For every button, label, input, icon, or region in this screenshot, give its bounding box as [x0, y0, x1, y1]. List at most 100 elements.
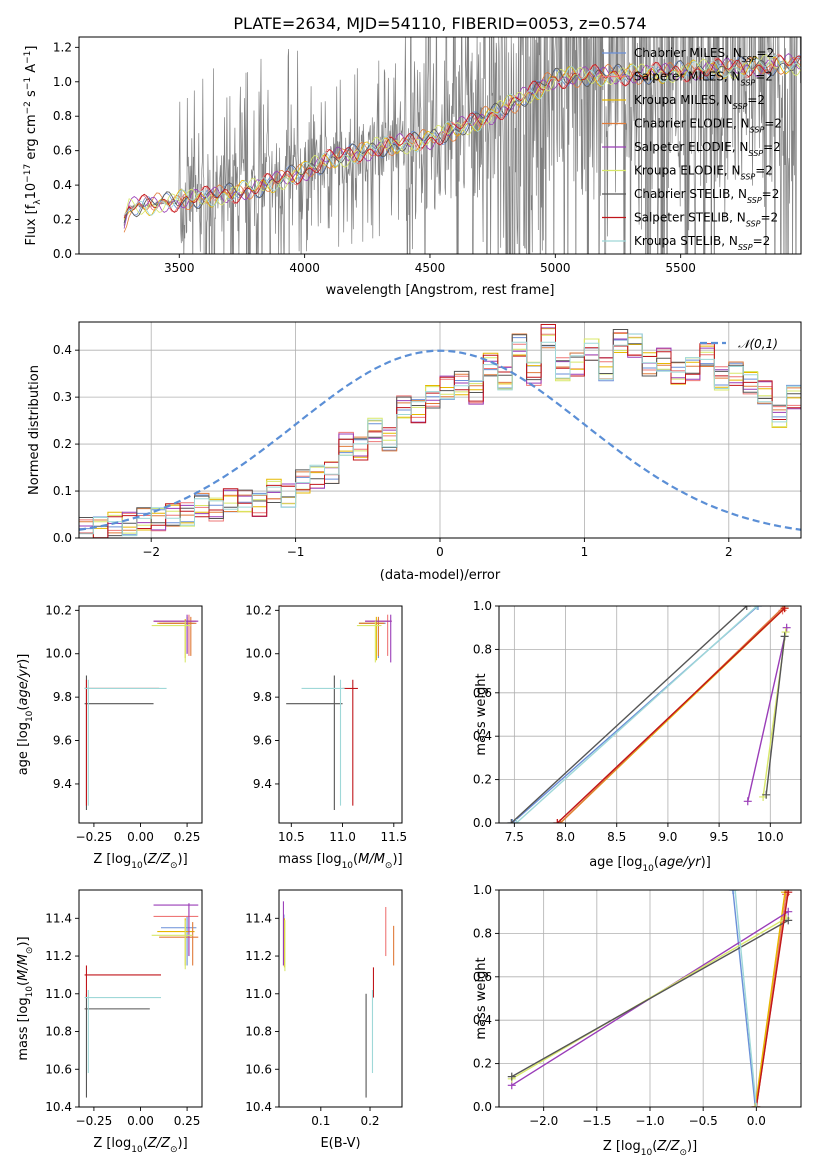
y-tick-label: 1.0 [53, 75, 72, 89]
y-tick-label: 0.2 [53, 213, 72, 227]
massweight-group [507, 606, 791, 823]
legend-name: Kroupa STELIB, N [634, 234, 738, 248]
axes-layer [75, 36, 802, 1111]
mass-vs-EBV-xlabel: E(B-V) [320, 1136, 360, 1151]
label-part: )] [16, 654, 31, 664]
axes-frame [78, 36, 802, 255]
y-tick-label: 0.6 [53, 144, 72, 158]
legend-entry: Kroupa MILES, NSSP=2 [634, 93, 765, 111]
x-tick-label: 7.5 [505, 830, 524, 844]
legend-tail: =2 [755, 164, 773, 178]
legend-tail: =2 [755, 70, 773, 84]
y-tick-label: 0.0 [473, 1100, 492, 1114]
x-tick-label: 8.0 [556, 830, 575, 844]
x-tick-label: −2.0 [529, 1114, 558, 1128]
y-tick-label: 10.8 [245, 1025, 272, 1039]
label-part: Z/Z [147, 852, 171, 867]
x-tick-label: −1.5 [582, 1114, 611, 1128]
label-part: s [24, 90, 39, 101]
mass-weight-marker [781, 628, 790, 637]
label-part: 10 [131, 861, 143, 871]
label-part: −2 [23, 101, 33, 114]
mass-weight-marker [742, 606, 751, 610]
massweight-group [507, 890, 793, 1107]
spectrum-ylabel: Flux [fλ10−17 erg cm−2 s−1 A−1] [23, 46, 43, 246]
normal-pdf-line [79, 349, 801, 531]
label-part: age [log [589, 855, 642, 870]
legend-tail: =2 [764, 117, 782, 131]
legend-sub: SSP [750, 125, 765, 134]
residual-ylabel: Normed distribution [27, 365, 42, 495]
residual-xlabel: (data-model)/error [380, 568, 501, 583]
legend-name: Chabrier MILES, N [634, 46, 742, 60]
y-tick-label: 9.8 [253, 690, 272, 704]
legend-name: Chabrier ELODIE, N [634, 117, 750, 131]
y-tick-label: 0.2 [473, 773, 492, 787]
figure-title: PLATE=2634, MJD=54110, FIBERID=0053, z=0… [233, 14, 646, 33]
residual-histogram [79, 334, 801, 538]
y-tick-label: 0.6 [473, 686, 492, 700]
x-tick-label: −0.25 [76, 830, 113, 844]
mass-weight-marker [743, 797, 752, 806]
legend-name: Salpeter STELIB, N [634, 211, 746, 225]
x-tick-label: −0.25 [76, 1114, 113, 1128]
y-tick-label: 10.0 [45, 647, 72, 661]
x-tick-label: −0.5 [689, 1114, 718, 1128]
label-part: ( [652, 1139, 657, 1154]
model-fit-line [123, 54, 801, 216]
legend-sub: SSP [742, 55, 757, 64]
label-part: Flux [f [24, 204, 39, 245]
mass-weight-line [510, 606, 748, 823]
mass-weight-line [515, 606, 758, 823]
residual-histogram [79, 328, 801, 538]
model-fit-line [123, 56, 801, 233]
label-part: )] [178, 852, 188, 867]
text-layer: 3500 4000 4500 5000 5500 0.0 0.2 0.4 0.6 0.8 1.0 1.… [16, 40, 784, 1158]
legend-entry: Chabrier STELIB, NSSP=2 [634, 187, 779, 205]
mass-weight-line [734, 890, 757, 1107]
errorbar-group [84, 903, 199, 1098]
label-part: ( [143, 1136, 148, 1151]
label-part: ⊙ [170, 861, 178, 871]
label-part: ( [654, 855, 659, 870]
legend-entry: Salpeter STELIB, NSSP=2 [634, 211, 778, 229]
model-fit-line [123, 54, 801, 221]
label-part: ⊙ [385, 861, 393, 871]
legend-sub: SSP [741, 78, 756, 87]
legend-sub: SSP [746, 219, 761, 228]
y-tick-label: 0.8 [473, 926, 492, 940]
label-part: )] [687, 1139, 697, 1154]
x-tick-label: −2 [142, 545, 160, 559]
mass-weight-line [765, 636, 786, 795]
label-part: Z/Z [147, 1136, 171, 1151]
mass-vs-Z-xlabel: Z [log10(Z/Z⊙)] [93, 1136, 187, 1155]
label-part: λ [33, 199, 43, 205]
legend-sub: SSP [748, 149, 763, 158]
label-part: age [log [16, 722, 31, 775]
residual-histogram [79, 324, 801, 538]
y-tick-label: 0.8 [473, 642, 492, 656]
label-part: ⊙ [170, 1145, 178, 1155]
mass-weight-marker [507, 819, 516, 823]
label-part: Z [log [603, 1139, 641, 1154]
mass-weight-marker [762, 790, 771, 799]
x-tick-label: 0.00 [127, 830, 154, 844]
legend-name: Chabrier STELIB, N [634, 187, 747, 201]
mass-weight-line [747, 627, 788, 802]
y-tick-label: 11.2 [45, 949, 72, 963]
label-part: 10 [25, 710, 35, 722]
label-part: )] [16, 936, 31, 946]
y-tick-label: 10.4 [245, 1100, 272, 1114]
label-part: Z [log [93, 1136, 131, 1151]
x-tick-label: 0.25 [174, 830, 201, 844]
errorbar-group [286, 614, 392, 810]
legend-entry: Chabrier MILES, NSSP=2 [634, 46, 774, 64]
label-part: −17 [23, 164, 33, 183]
mass-weight-marker [512, 819, 521, 823]
label-part: 10 [25, 986, 35, 998]
mass-ylabel: mass [log10(M/M⊙)] [16, 936, 35, 1060]
y-tick-label: 1.0 [473, 883, 492, 897]
mass-weight-line [732, 890, 756, 1107]
y-tick-label: 9.6 [253, 734, 272, 748]
mass-weight-marker [752, 606, 761, 610]
